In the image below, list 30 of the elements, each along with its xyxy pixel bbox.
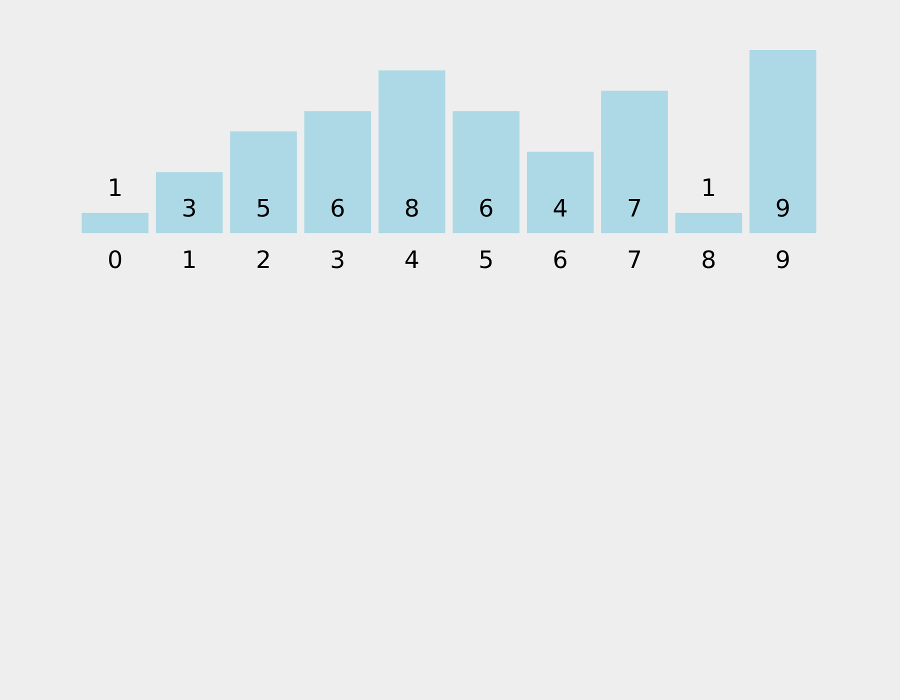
data-label: 5 (256, 194, 272, 222)
bar (526, 152, 594, 234)
data-label: 6 (330, 194, 346, 222)
x-tick-label: 9 (775, 246, 791, 274)
x-tick-label: 0 (107, 246, 123, 274)
data-label: 3 (182, 194, 197, 222)
x-tick-label: 1 (182, 246, 197, 274)
bar (750, 50, 816, 234)
data-label: 8 (404, 194, 420, 222)
data-label: 4 (552, 194, 568, 222)
x-tick-label: 5 (478, 246, 494, 274)
data-label: 1 (701, 174, 716, 202)
bar (230, 131, 297, 234)
x-tick-label: 8 (701, 246, 716, 274)
data-label: 9 (775, 194, 791, 222)
x-tick-label: 7 (626, 246, 642, 274)
bar (156, 172, 223, 234)
bar (452, 111, 520, 234)
x-tick-label: 3 (330, 246, 346, 274)
bar (378, 70, 446, 234)
x-tick-label: 2 (256, 246, 272, 274)
bar (304, 111, 372, 234)
data-label: 7 (626, 194, 642, 222)
bar (82, 212, 148, 234)
bar (675, 212, 742, 234)
data-label: 1 (107, 174, 123, 202)
x-tick-label: 6 (552, 246, 568, 274)
x-tick-label: 4 (404, 246, 420, 274)
bar (601, 90, 668, 234)
data-label: 6 (478, 194, 494, 222)
